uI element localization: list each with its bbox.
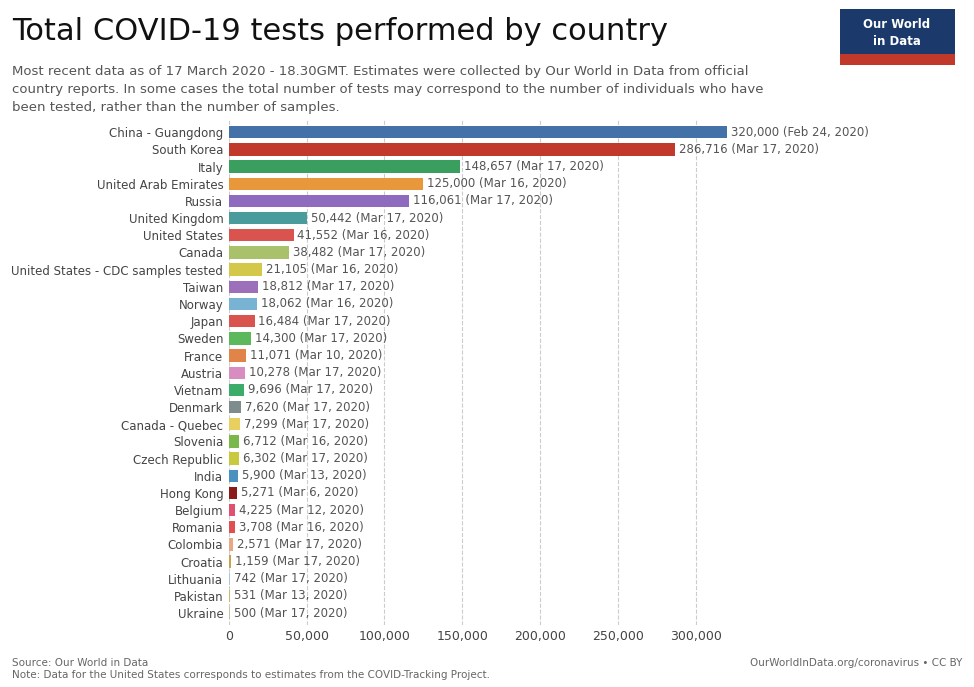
Text: 50,442 (Mar 17, 2020): 50,442 (Mar 17, 2020) — [312, 212, 443, 225]
Text: 7,620 (Mar 17, 2020): 7,620 (Mar 17, 2020) — [244, 401, 369, 414]
Bar — [229, 297, 257, 310]
Text: 18,062 (Mar 16, 2020): 18,062 (Mar 16, 2020) — [261, 297, 393, 311]
Bar — [229, 350, 246, 361]
Text: Our World: Our World — [864, 18, 930, 31]
Text: 41,552 (Mar 16, 2020): 41,552 (Mar 16, 2020) — [297, 229, 430, 242]
Text: Most recent data as of 17 March 2020 - 18.30GMT. Estimates were collected by Our: Most recent data as of 17 March 2020 - 1… — [12, 65, 764, 114]
Text: 38,482 (Mar 17, 2020): 38,482 (Mar 17, 2020) — [292, 246, 425, 259]
Bar — [229, 246, 288, 258]
Bar — [229, 418, 241, 430]
Bar — [229, 315, 254, 328]
Text: 320,000 (Feb 24, 2020): 320,000 (Feb 24, 2020) — [730, 126, 869, 139]
Text: Total COVID-19 tests performed by country: Total COVID-19 tests performed by countr… — [12, 17, 668, 46]
Text: 7,299 (Mar 17, 2020): 7,299 (Mar 17, 2020) — [244, 418, 369, 431]
Text: 9,696 (Mar 17, 2020): 9,696 (Mar 17, 2020) — [247, 383, 373, 396]
Bar — [229, 555, 231, 567]
Text: 125,000 (Mar 16, 2020): 125,000 (Mar 16, 2020) — [428, 177, 567, 190]
Text: 16,484 (Mar 17, 2020): 16,484 (Mar 17, 2020) — [258, 315, 391, 328]
Text: 531 (Mar 13, 2020): 531 (Mar 13, 2020) — [234, 589, 347, 602]
Bar — [229, 212, 308, 224]
Bar — [229, 144, 675, 155]
Bar — [229, 383, 244, 396]
Bar — [229, 160, 460, 172]
Bar — [229, 178, 424, 190]
Bar — [229, 504, 236, 517]
Text: 1,159 (Mar 17, 2020): 1,159 (Mar 17, 2020) — [235, 555, 359, 568]
Text: 4,225 (Mar 12, 2020): 4,225 (Mar 12, 2020) — [240, 504, 364, 517]
Text: 500 (Mar 17, 2020): 500 (Mar 17, 2020) — [234, 607, 347, 620]
Text: Source: Our World in Data: Source: Our World in Data — [12, 657, 148, 668]
Bar — [229, 573, 230, 585]
Text: 6,302 (Mar 17, 2020): 6,302 (Mar 17, 2020) — [243, 452, 367, 465]
Bar — [229, 470, 238, 482]
Text: 3,708 (Mar 16, 2020): 3,708 (Mar 16, 2020) — [239, 521, 363, 534]
Bar — [229, 539, 233, 551]
Text: 6,712 (Mar 16, 2020): 6,712 (Mar 16, 2020) — [244, 435, 368, 448]
Text: 10,278 (Mar 17, 2020): 10,278 (Mar 17, 2020) — [248, 366, 381, 379]
Bar — [229, 367, 244, 379]
Bar — [229, 332, 251, 344]
Text: 116,061 (Mar 17, 2020): 116,061 (Mar 17, 2020) — [413, 194, 553, 207]
Text: 18,812 (Mar 17, 2020): 18,812 (Mar 17, 2020) — [262, 280, 394, 293]
FancyBboxPatch shape — [840, 9, 955, 65]
Bar — [229, 280, 258, 293]
Text: in Data: in Data — [873, 35, 921, 48]
Bar — [229, 436, 240, 448]
Bar — [229, 452, 239, 464]
Text: 21,105 (Mar 16, 2020): 21,105 (Mar 16, 2020) — [266, 263, 398, 276]
Bar — [229, 521, 235, 533]
Bar — [229, 401, 241, 413]
Bar — [229, 264, 262, 275]
Text: 5,900 (Mar 13, 2020): 5,900 (Mar 13, 2020) — [242, 469, 366, 482]
Text: OurWorldInData.org/coronavirus • CC BY: OurWorldInData.org/coronavirus • CC BY — [750, 657, 962, 668]
Bar — [229, 229, 293, 241]
Text: 2,571 (Mar 17, 2020): 2,571 (Mar 17, 2020) — [237, 538, 361, 551]
Text: 11,071 (Mar 10, 2020): 11,071 (Mar 10, 2020) — [250, 349, 383, 362]
Text: 148,657 (Mar 17, 2020): 148,657 (Mar 17, 2020) — [464, 160, 604, 173]
Bar — [229, 486, 237, 499]
Bar — [229, 126, 727, 138]
Text: 286,716 (Mar 17, 2020): 286,716 (Mar 17, 2020) — [679, 143, 819, 156]
Bar — [840, 54, 955, 65]
Bar — [229, 195, 409, 207]
Text: 742 (Mar 17, 2020): 742 (Mar 17, 2020) — [234, 572, 348, 585]
Text: 5,271 (Mar 6, 2020): 5,271 (Mar 6, 2020) — [241, 486, 358, 499]
Text: 14,300 (Mar 17, 2020): 14,300 (Mar 17, 2020) — [255, 332, 388, 345]
Text: Note: Data for the United States corresponds to estimates from the COVID-Trackin: Note: Data for the United States corresp… — [12, 670, 490, 680]
